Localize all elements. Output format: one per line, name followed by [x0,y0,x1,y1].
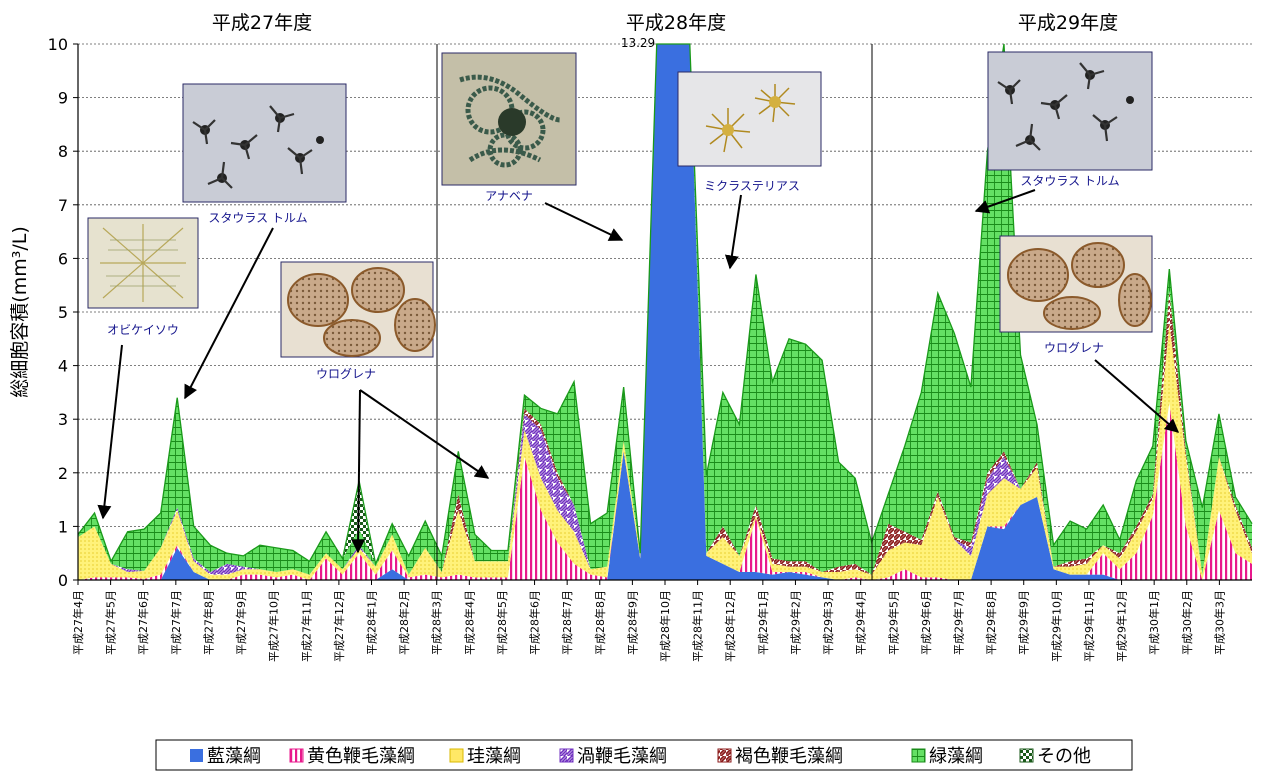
legend-label-4: 褐色鞭毛藻綱 [735,746,843,767]
x-tick-label: 平成27年11月 [299,590,313,662]
legend-swatch-6 [1019,748,1034,763]
y-tick-label: 4 [58,357,68,376]
y-axis-label: 総細胞容積(mm³/L) [9,226,31,397]
x-tick-label: 平成27年7月 [169,590,183,655]
x-axis-ticks: 平成27年4月 平成27年5月 平成27年6月 平成27年7月 平成27年8月 平成27年… [71,580,1226,662]
x-tick-label: 平成29年8月 [984,590,998,655]
x-tick-label: 平成28年10月 [658,590,672,662]
legend-label-6: その他 [1037,746,1091,767]
total-outline [77,43,1253,567]
annotation-uroglena-1: ウログレナ [316,367,376,381]
x-tick-label: 平成29年1月 [756,590,770,655]
annotation-uroglena-2: ウログレナ [1044,341,1104,355]
x-tick-label: 平成28年5月 [495,590,509,655]
legend-swatch-0 [190,749,203,762]
annotation-peak-value: 13.29 [621,36,655,50]
x-tick-label: 平成30年2月 [1180,590,1194,655]
x-tick-label: 平成27年5月 [104,590,118,655]
y-tick-label: 7 [58,196,68,215]
x-tick-label: 平成29年7月 [952,590,966,655]
photo-uroglena-1 [280,261,436,358]
legend-label-3: 渦鞭毛藻綱 [577,746,667,767]
legend-swatch-1 [289,748,304,763]
legend: 藍藻綱 黄色鞭毛藻綱 珪藻綱 渦鞭毛藻綱 褐色鞭毛藻綱 緑藻綱 その他 [155,739,1133,771]
x-tick-label: 平成29年11月 [1082,590,1096,662]
x-tick-label: 平成29年2月 [788,590,802,655]
x-tick-label: 平成28年1月 [365,590,379,655]
y-tick-label: 10 [48,35,68,54]
x-tick-label: 平成28年2月 [397,590,411,655]
x-tick-label: 平成27年12月 [332,590,346,662]
x-tick-label: 平成28年12月 [723,590,737,662]
y-tick-label: 9 [58,89,68,108]
y-tick-label: 6 [58,249,68,268]
y-tick-label: 5 [58,303,68,322]
annotation-micrasterias: ミクラステリアス [704,179,800,193]
y-tick-label: 2 [58,464,68,483]
legend-swatch-2 [449,748,464,763]
x-tick-label: 平成28年3月 [430,590,444,655]
annotation-staurastrum-1: スタウラス トルム [208,211,307,225]
fiscal-year-3: 平成29年度 [1018,12,1118,34]
legend-swatch-5 [911,748,926,763]
photo-staurastrum-1 [182,83,347,203]
x-tick-label: 平成30年3月 [1212,590,1226,655]
x-tick-label: 平成29年6月 [919,590,933,655]
x-tick-label: 平成28年6月 [528,590,542,655]
x-tick-label: 平成29年3月 [821,590,835,655]
stacked-areas [78,44,1252,580]
fiscal-year-1: 平成27年度 [212,12,312,34]
x-tick-label: 平成27年9月 [234,590,248,655]
fiscal-year-2: 平成28年度 [626,12,726,34]
x-tick-label: 平成28年7月 [560,590,574,655]
x-tick-label: 平成29年5月 [886,590,900,655]
x-tick-label: 平成29年9月 [1017,590,1031,655]
legend-label-5: 緑藻綱 [929,746,983,767]
x-tick-label: 平成27年10月 [267,590,281,662]
photo-uroglena-2 [999,235,1153,333]
x-tick-label: 平成28年8月 [593,590,607,655]
legend-swatch-4 [717,748,732,763]
legend-label-1: 黄色鞭毛藻綱 [307,746,415,767]
y-tick-label: 0 [58,571,68,590]
y-tick-label: 1 [58,517,68,536]
x-tick-label: 平成29年10月 [1049,590,1063,662]
photo-anabaena [441,52,577,186]
x-tick-label: 平成28年11月 [691,590,705,662]
area-series-5 [78,44,1252,575]
photo-staurastrum-2 [987,51,1153,171]
photo-micrasterias [677,71,822,167]
legend-label-0: 藍藻綱 [207,746,261,767]
y-tick-label: 8 [58,142,68,161]
x-tick-label: 平成28年4月 [462,590,476,655]
annotation-obikeisou: オビケイソウ [107,323,179,337]
annotation-staurastrum-2: スタウラス トルム [1020,174,1119,188]
x-tick-label: 平成30年1月 [1147,590,1161,655]
x-tick-label: 平成29年12月 [1115,590,1129,662]
total-line [77,43,1253,567]
annotation-anabaena: アナベナ [485,189,533,203]
x-tick-label: 平成27年4月 [71,590,85,655]
x-tick-label: 平成28年9月 [625,590,639,655]
x-tick-label: 平成27年8月 [201,590,215,655]
legend-label-2: 珪藻綱 [467,746,521,767]
area-series-0 [78,44,1252,580]
x-tick-label: 平成29年4月 [854,590,868,655]
y-axis-ticks: 0 1 2 3 4 5 6 7 8 9 10 [48,35,78,590]
legend-swatch-3 [559,748,574,763]
annotation-arrows [97,189,1180,554]
x-tick-label: 平成27年6月 [136,590,150,655]
y-tick-label: 3 [58,410,68,429]
photo-obikeisou [87,217,199,309]
